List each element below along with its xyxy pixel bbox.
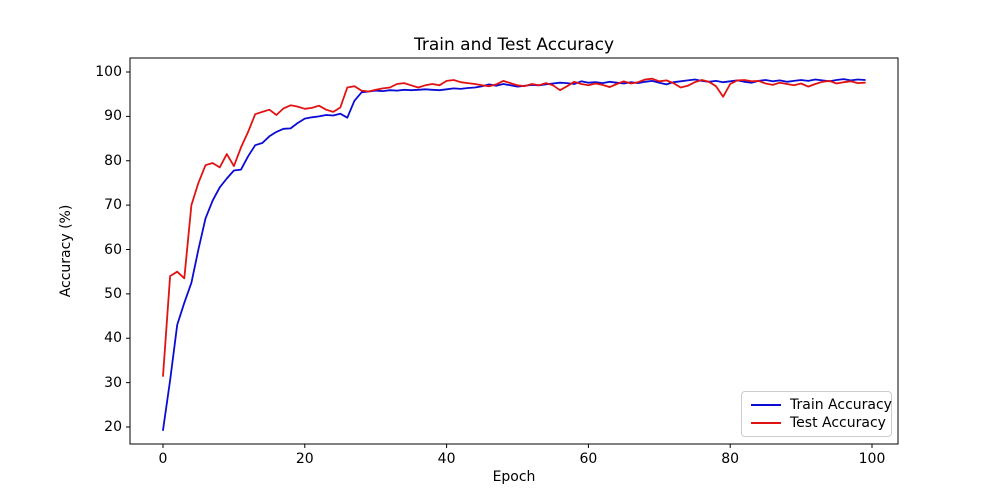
x-tick-label: 40 xyxy=(437,451,456,467)
legend-row-train: Train Accuracy xyxy=(742,396,892,413)
legend: Train Accuracy Test Accuracy xyxy=(741,391,892,437)
test-accuracy-line-swatch xyxy=(751,422,781,425)
chart-title: Train and Test Accuracy xyxy=(413,35,615,55)
y-tick-label: 20 xyxy=(104,419,122,435)
y-tick-label: 50 xyxy=(104,285,122,302)
x-tick-label: 20 xyxy=(295,451,314,467)
tick-marks xyxy=(126,71,873,448)
y-axis-label: Accuracy (%) xyxy=(58,204,74,298)
y-tick-label: 60 xyxy=(104,241,122,258)
train-accuracy-line xyxy=(162,78,866,432)
x-tick-label: 60 xyxy=(579,451,598,467)
y-tick-label: 80 xyxy=(104,152,122,169)
y-tick-label: 90 xyxy=(104,108,122,125)
x-axis-label: Epoch xyxy=(492,469,536,485)
legend-label-train: Train Accuracy xyxy=(790,396,892,413)
legend-row-test: Test Accuracy xyxy=(742,415,891,431)
test-accuracy-line xyxy=(162,77,866,377)
y-tick-label: 70 xyxy=(104,197,122,214)
y-tick-label: 30 xyxy=(104,374,122,391)
x-tick-label: 100 xyxy=(858,451,886,467)
y-tick-label: 40 xyxy=(104,330,122,347)
series-lines xyxy=(162,77,866,432)
x-tick-label: 0 xyxy=(158,451,168,467)
train-accuracy-line-swatch xyxy=(751,403,781,406)
x-tick-label: 80 xyxy=(721,451,740,467)
y-tick-label: 100 xyxy=(95,64,122,80)
axes-frame xyxy=(129,57,899,445)
legend-label-test: Test Accuracy xyxy=(790,415,886,432)
